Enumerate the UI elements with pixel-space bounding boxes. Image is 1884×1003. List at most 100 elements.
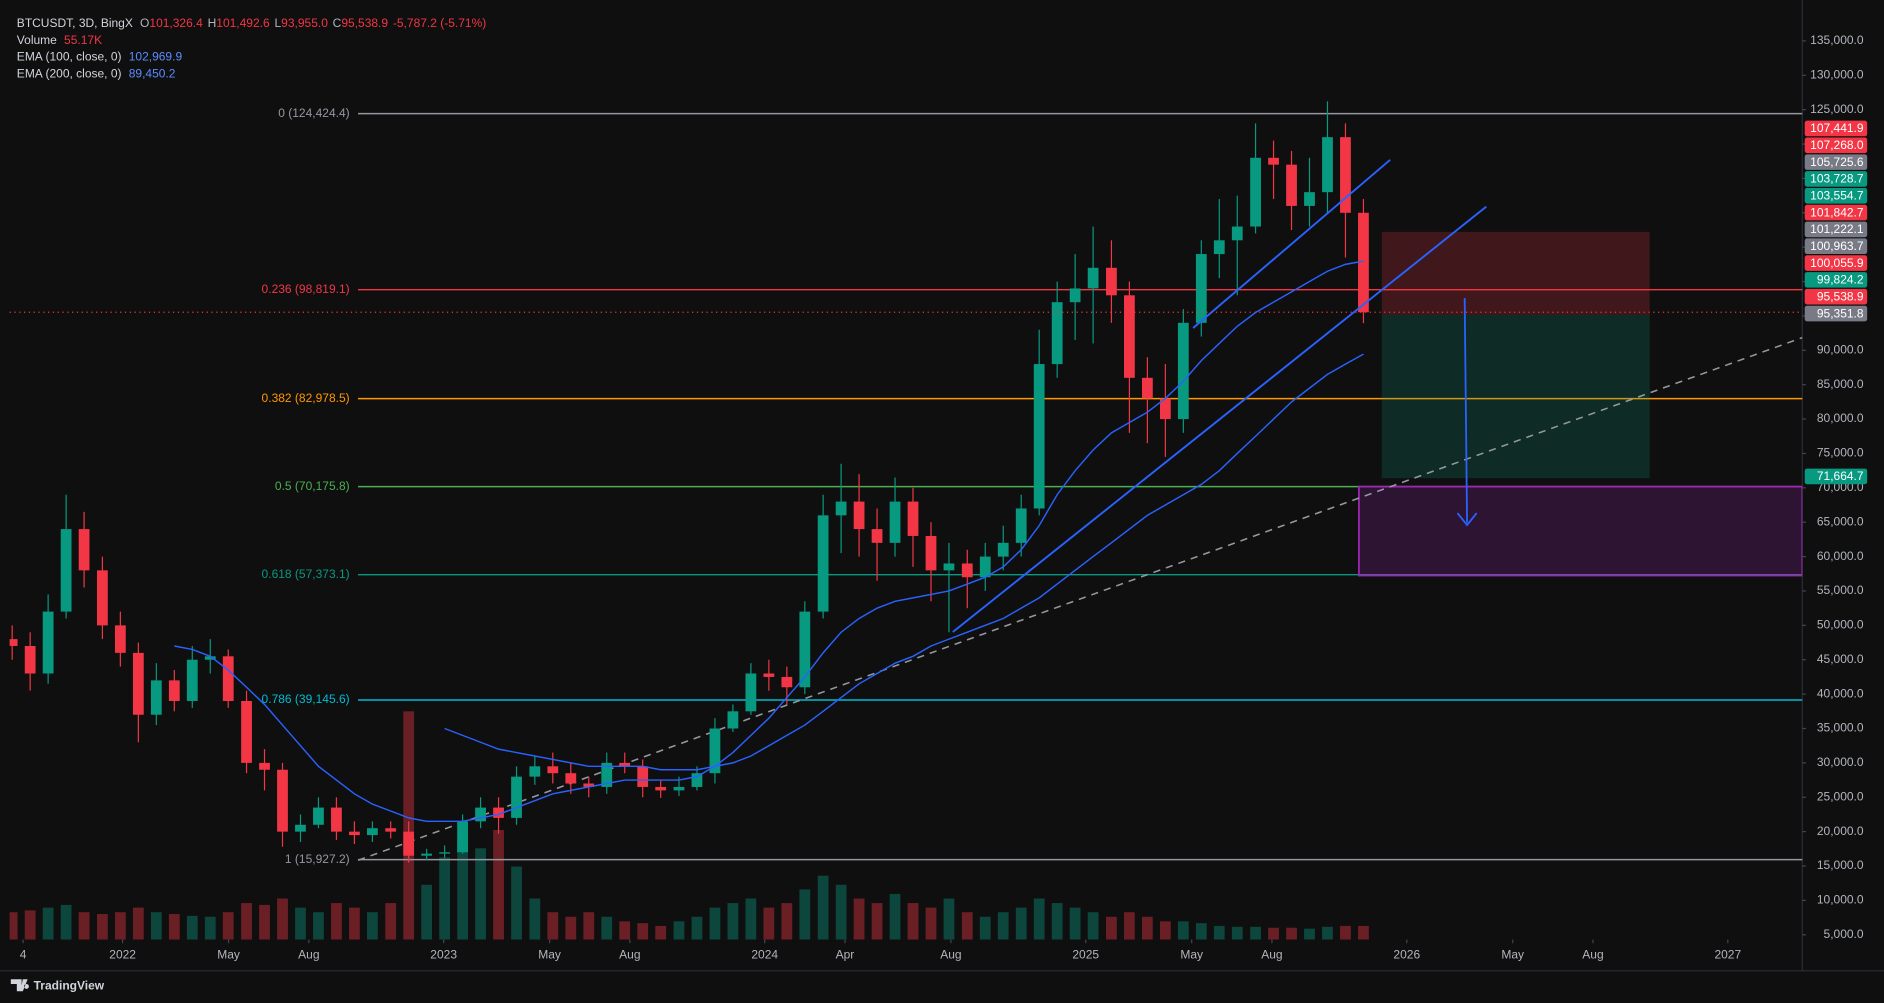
trendline (1192, 159, 1391, 329)
volume-bar (1268, 927, 1279, 940)
volume-bar (547, 912, 559, 940)
price-tag (1804, 171, 1868, 187)
candle-body (439, 852, 451, 854)
volume-bar (997, 912, 1009, 940)
arrow-shaft (1463, 297, 1468, 523)
volume-bar (889, 893, 901, 940)
y-tick-label: 130,000.0 (1810, 67, 1864, 81)
volume-bar (907, 903, 919, 940)
candle-body (1069, 288, 1081, 303)
volume-bar (475, 848, 486, 940)
candle-body (259, 762, 270, 770)
target-rectangle (1358, 485, 1803, 577)
y-tick-label: 20,000.0 (1817, 824, 1864, 838)
volume-bar (709, 907, 721, 940)
volume-bar (24, 910, 36, 940)
volume-bar (619, 921, 631, 940)
candle-body (619, 762, 631, 767)
brand[interactable]: TradingView (10, 979, 105, 993)
volume-bar (871, 903, 883, 940)
volume-bar (1231, 926, 1243, 940)
candle-body (889, 501, 901, 543)
candle-body (385, 828, 397, 832)
price-tag-label: 101,842.7 (1810, 205, 1864, 219)
candle-body (1340, 137, 1351, 213)
quote-value: 101,326.4 (149, 16, 203, 30)
volume-bar (1358, 925, 1369, 940)
ema-name: EMA (200, close, 0) (17, 67, 122, 81)
price-tag-label: 107,441.9 (1810, 121, 1864, 135)
candle-body (1213, 240, 1225, 255)
candle-body (817, 515, 829, 612)
volume-bar (1340, 925, 1351, 940)
brand-name[interactable]: TradingView (34, 979, 105, 993)
volume-bar (313, 912, 324, 940)
volume-bar (96, 914, 108, 940)
drawings-top (952, 159, 1487, 633)
candle-body (9, 639, 18, 646)
volume-bar (565, 916, 577, 940)
candle-body (96, 570, 108, 626)
price-tag-label: 95,351.8 (1817, 306, 1864, 320)
candle-body (997, 542, 1009, 557)
candle-body (943, 563, 955, 571)
candle-body (1051, 302, 1063, 365)
volume-bar (439, 857, 451, 940)
price-tag (1804, 187, 1868, 204)
volume-bar (961, 912, 973, 940)
y-tick-label: 35,000.0 (1817, 721, 1864, 735)
brand-logo[interactable] (10, 979, 29, 992)
candle-body (457, 821, 468, 853)
x-tick-label: 4 (20, 947, 27, 961)
candle-body (403, 831, 415, 856)
symbol: BTCUSDT, 3D, BingX (17, 16, 133, 30)
candle-body (529, 766, 541, 777)
quote-label: L (274, 16, 281, 30)
y-tick-label: 5,000.0 (1824, 927, 1864, 941)
candle-body (1358, 212, 1369, 313)
x-tick-label: Aug (1261, 947, 1282, 961)
ema-layer (174, 260, 1364, 823)
quote-value: 93,955.0 (281, 16, 328, 30)
x-tick-label: 2022 (109, 947, 136, 961)
volume-bar (1015, 907, 1027, 940)
volume-bar (583, 912, 595, 940)
volume-bar (745, 898, 757, 940)
candle-body (295, 824, 306, 832)
candle-body (1033, 364, 1045, 509)
price-tag (1804, 120, 1868, 137)
legend-ema: EMA (100, close, 0) 102,969.9 (17, 50, 183, 64)
candle-body (1231, 226, 1243, 241)
ema-value: 89,450.2 (129, 67, 176, 81)
y-tick-label: 65,000.0 (1817, 514, 1864, 528)
quote-change: -5,787.2 (-5.71%) (393, 16, 486, 30)
trendline (952, 205, 1487, 633)
volume-bar (1087, 912, 1099, 940)
x-tick-label: May (1180, 947, 1203, 961)
candle-body (691, 773, 703, 787)
candle-body (781, 676, 793, 688)
candle-body (1087, 267, 1099, 289)
candle-body (186, 659, 198, 701)
ema-value: 102,969.9 (129, 50, 183, 64)
quote-label: O (140, 16, 149, 30)
y-tick-label: 85,000.0 (1817, 377, 1864, 391)
candle-body (673, 786, 685, 791)
candle-body (1177, 322, 1189, 420)
volume-bar (457, 839, 468, 940)
dashed-trendline (357, 336, 1803, 862)
volume-name: Volume (17, 33, 57, 47)
candle-body (78, 529, 90, 571)
candle-body (871, 529, 883, 543)
candle-body (637, 766, 649, 787)
volume-bar (1069, 907, 1081, 940)
fib-label: 0.786 (39,145.6) (262, 692, 350, 706)
volume-bar (1286, 927, 1297, 940)
volume-bar (1106, 916, 1117, 940)
candle-body (547, 766, 559, 774)
volume-bar (1124, 912, 1135, 940)
candle-body (493, 807, 504, 818)
price-tag (1804, 238, 1868, 255)
